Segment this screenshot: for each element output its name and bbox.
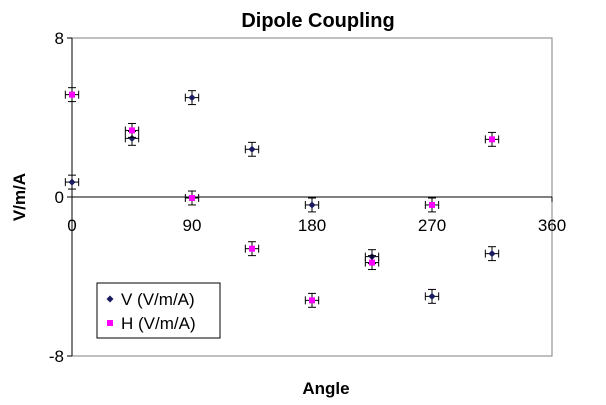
legend-marker	[106, 295, 114, 303]
data-points	[64, 87, 500, 308]
x-tick-label: 90	[183, 216, 202, 235]
x-tick-label: 360	[538, 216, 566, 235]
error-bars	[244, 141, 260, 157]
legend-box	[96, 282, 221, 339]
x-tick-label: 180	[298, 216, 326, 235]
y-tick-label: 8	[55, 29, 64, 48]
data-point	[308, 201, 316, 209]
chart-title: Dipole Coupling	[241, 10, 394, 32]
legend: V (V/m/A) H (V/m/A)	[96, 282, 221, 339]
y-tick-label: -8	[49, 347, 64, 366]
x-tick-label: 0	[67, 216, 76, 235]
data-point	[188, 94, 196, 102]
data-point	[429, 201, 435, 208]
legend-marker	[107, 320, 113, 326]
data-point	[309, 297, 315, 304]
data-point	[249, 245, 255, 252]
series-2	[64, 87, 500, 308]
data-point	[369, 259, 375, 266]
data-point	[489, 136, 495, 143]
data-point	[68, 178, 76, 186]
data-point	[248, 145, 256, 153]
tick-labels: 0 90 180 270 360 8 0 -8	[49, 29, 566, 366]
data-point	[69, 91, 75, 98]
y-tick-label: 0	[55, 188, 64, 207]
y-axis-label: V/m/A	[10, 173, 29, 221]
x-tick-label: 270	[418, 216, 446, 235]
data-point	[128, 134, 136, 142]
x-axis-label: Angle	[302, 379, 349, 398]
data-point	[129, 127, 135, 134]
legend-label: H (V/m/A)	[121, 314, 196, 333]
legend-label: V (V/m/A)	[121, 290, 195, 309]
data-point	[488, 250, 496, 258]
data-point	[189, 194, 195, 201]
data-point	[428, 292, 436, 300]
series-1	[64, 90, 500, 304]
